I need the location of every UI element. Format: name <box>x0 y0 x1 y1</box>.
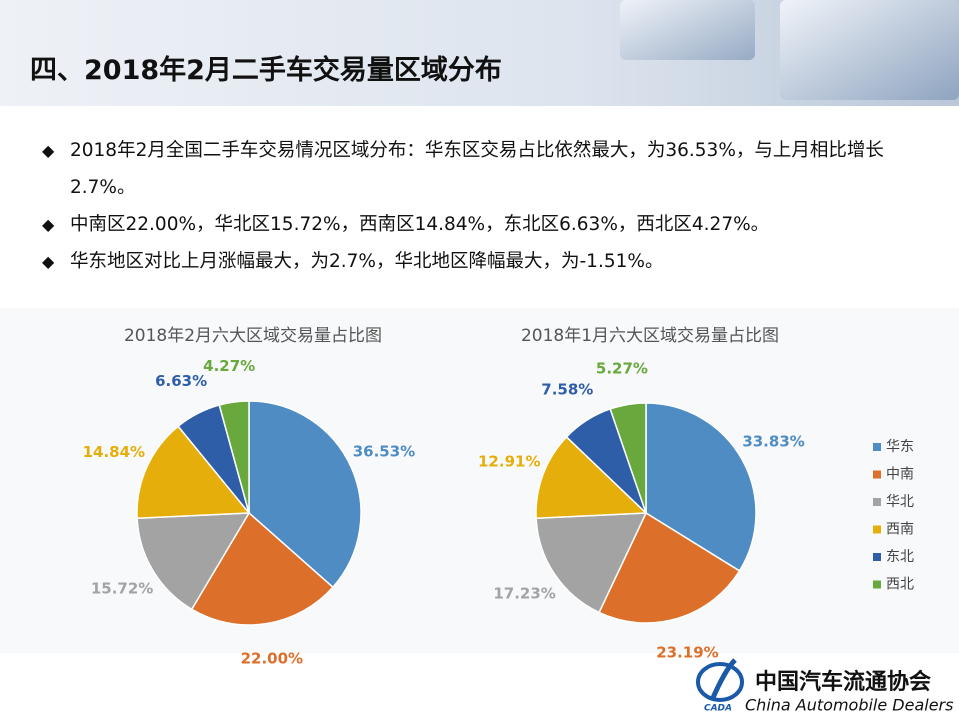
legend-label: 东北 <box>886 549 914 565</box>
pie-slice <box>598 511 741 624</box>
data-label: 5.27% <box>596 359 648 377</box>
pie-slice <box>248 400 362 589</box>
org-name-en: China Automobile Dealers <box>745 696 953 715</box>
pie-slice <box>136 512 251 611</box>
legend-swatch <box>873 553 881 561</box>
pie-slice <box>190 511 334 626</box>
data-label: 22.00% <box>241 650 303 668</box>
org-name: 中国汽车流通协会 <box>755 669 931 695</box>
legend-swatch <box>873 498 881 506</box>
data-label: 15.72% <box>91 580 153 598</box>
pie-slice <box>218 400 250 514</box>
legend-label: 华东 <box>886 439 914 455</box>
legend-swatch <box>873 470 881 479</box>
data-label: 4.27% <box>203 357 255 375</box>
bullet: 2018年2月全国二手车交易情况区域分布：华东区交易占比依然最大，为36.53%… <box>42 132 922 206</box>
pie-slice <box>136 425 251 520</box>
slide-title: 四、2018年2月二手车交易量区域分布 <box>30 55 502 86</box>
logo-text: CADA <box>704 704 732 714</box>
logo: CADA 中国汽车流通协会 China Automobile Dealers <box>696 658 953 715</box>
chart-title: 2018年1月六大区域交易量占比图 <box>521 326 779 346</box>
data-label: 36.53% <box>353 443 415 461</box>
data-label: 23.19% <box>656 643 718 661</box>
legend-swatch <box>873 443 881 451</box>
pie-slice <box>535 435 648 520</box>
legend-label: 西北 <box>886 577 914 593</box>
pie-slice <box>609 402 647 514</box>
legend-label: 中南 <box>886 467 914 483</box>
bullet: 中南区22.00%，华北区15.72%，西南区14.84%，东北区6.63%，西… <box>42 206 922 243</box>
data-label: 12.91% <box>478 452 540 470</box>
pie-slice <box>645 402 757 572</box>
data-label: 17.23% <box>493 585 555 603</box>
data-label: 14.84% <box>83 443 145 461</box>
legend-swatch <box>873 580 881 589</box>
legend-label: 华北 <box>886 494 914 510</box>
pie-slice <box>535 512 648 614</box>
data-label: 33.83% <box>742 432 804 450</box>
legend-label: 西南 <box>886 522 914 538</box>
legend-swatch <box>873 525 881 534</box>
bullet-list: 2018年2月全国二手车交易情况区域分布：华东区交易占比依然最大，为36.53%… <box>42 132 922 280</box>
bullet: 华东地区对比上月涨幅最大，为2.7%，华北地区降幅最大，为-1.51%。 <box>42 243 922 280</box>
chart-title: 2018年2月六大区域交易量占比图 <box>124 326 382 346</box>
data-label: 7.58% <box>541 381 593 399</box>
data-label: 6.63% <box>155 372 207 390</box>
